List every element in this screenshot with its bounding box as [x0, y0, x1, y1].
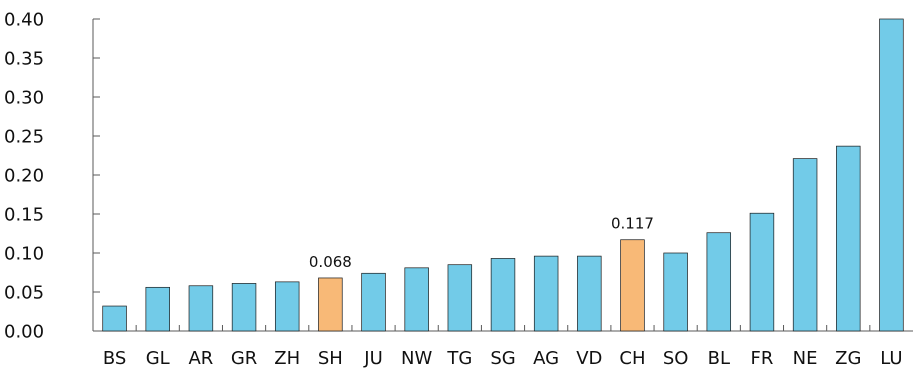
- x-tick-label: AR: [188, 348, 213, 369]
- y-tick-label: 0.15: [4, 205, 44, 226]
- x-tick-label: CH: [619, 348, 645, 369]
- y-tick-label: 0.35: [4, 49, 44, 70]
- bar-sg: [490, 258, 516, 332]
- x-tick-label: ZG: [835, 348, 861, 369]
- x-tick-label: GL: [146, 348, 170, 369]
- bar-ag: [533, 255, 559, 332]
- x-tick-label: AG: [533, 348, 559, 369]
- bar-sh: [318, 277, 343, 332]
- x-tick-label: GR: [231, 348, 257, 369]
- bar-bs: [102, 305, 127, 332]
- bar-gr: [231, 283, 257, 332]
- bar-fr: [749, 212, 775, 332]
- bars: [102, 18, 904, 332]
- x-tick-label: BS: [103, 348, 126, 369]
- y-axis: 0.00 0.05 0.10 0.15 0.20 0.25 0.30 0.35 0.40: [4, 10, 100, 343]
- bar-nw: [404, 267, 429, 332]
- y-tick-label: 0.05: [4, 283, 44, 304]
- data-labels: 0.068 0.117: [309, 215, 654, 271]
- x-tick-label: JU: [363, 348, 382, 369]
- x-tick-label: SH: [318, 348, 343, 369]
- bar-bl: [706, 232, 732, 332]
- bar-so: [663, 252, 688, 332]
- x-tick-label: VD: [576, 348, 602, 369]
- bar-zh: [274, 281, 300, 332]
- bar-gl: [145, 286, 170, 332]
- x-tick-label: SO: [663, 348, 689, 369]
- x-axis: BS GL AR GR ZH SH JU NW TG SG AG VD CH SO BL FR NE ZG LU: [93, 325, 913, 369]
- y-tick-label: 0.10: [4, 244, 44, 265]
- x-tick-label: ZH: [274, 348, 300, 369]
- bar-ch: [620, 239, 645, 332]
- bar-vd: [577, 255, 602, 332]
- x-tick-label: BL: [708, 348, 730, 369]
- bar-ar: [188, 285, 214, 332]
- data-label-sh: 0.068: [309, 253, 352, 271]
- x-tick-label: LU: [880, 348, 902, 369]
- bar-ju: [361, 272, 386, 332]
- x-tick-label: SG: [490, 348, 515, 369]
- y-tick-label: 0.30: [4, 88, 44, 109]
- bar-ne: [792, 158, 818, 332]
- x-tick-label: NE: [793, 348, 818, 369]
- x-tick-label: FR: [751, 348, 774, 369]
- y-tick-label: 0.25: [4, 127, 44, 148]
- y-tick-label: 0.00: [4, 322, 44, 343]
- bar-tg: [447, 264, 473, 332]
- y-tick-label: 0.40: [4, 10, 44, 31]
- x-tick-label: TG: [446, 348, 472, 369]
- data-label-ch: 0.117: [611, 215, 654, 233]
- x-tick-label: NW: [401, 348, 432, 369]
- bar-lu: [879, 18, 904, 332]
- y-tick-label: 0.20: [4, 166, 44, 187]
- bar-zg: [836, 145, 861, 332]
